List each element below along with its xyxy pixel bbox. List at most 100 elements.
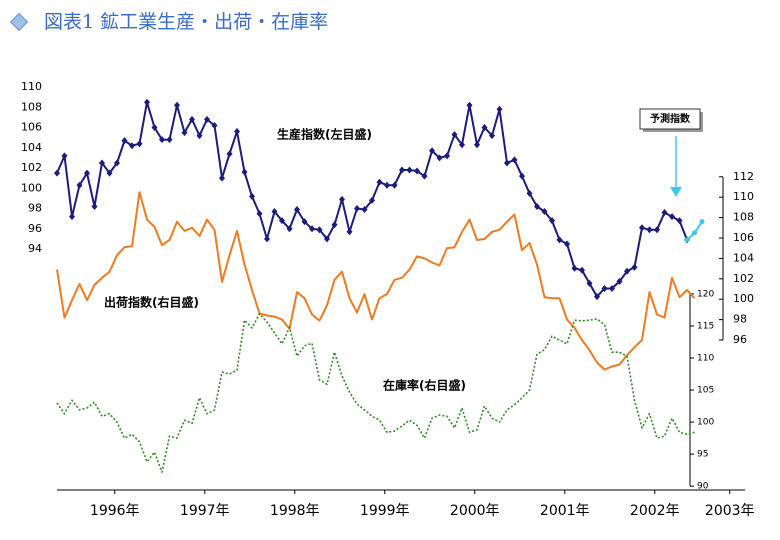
point-marker xyxy=(414,167,420,175)
title-icon xyxy=(9,12,29,32)
y-tick-label: 104 xyxy=(21,141,42,154)
point-marker xyxy=(579,266,585,274)
series-line xyxy=(56,313,695,473)
point-marker xyxy=(646,226,653,234)
point-marker xyxy=(631,263,638,271)
y2-tick-label: 106 xyxy=(733,231,754,244)
point-marker xyxy=(609,285,615,292)
point-marker xyxy=(369,196,375,204)
point-marker xyxy=(76,181,83,189)
point-marker xyxy=(144,98,150,106)
point-marker xyxy=(84,169,90,177)
point-marker xyxy=(466,101,473,109)
y2-tick-label: 100 xyxy=(733,292,754,305)
point-marker xyxy=(444,152,450,160)
y3-tick-label: 115 xyxy=(697,321,714,331)
series-line xyxy=(56,191,696,371)
point-marker xyxy=(586,279,593,287)
point-marker xyxy=(324,235,330,243)
point-marker xyxy=(601,285,608,292)
point-marker xyxy=(436,154,443,162)
point-marker xyxy=(699,219,705,225)
y2-tick-label: 108 xyxy=(733,211,754,224)
point-marker xyxy=(309,225,315,233)
y-tick-label: 102 xyxy=(21,161,42,174)
point-marker xyxy=(136,140,143,148)
x-tick-label: 2002年 xyxy=(630,503,680,519)
point-marker xyxy=(151,124,158,132)
point-marker xyxy=(549,217,555,225)
point-marker xyxy=(564,240,570,248)
point-marker xyxy=(616,277,623,285)
point-marker xyxy=(406,166,413,174)
point-marker xyxy=(211,121,218,129)
forecast-arrowhead xyxy=(670,187,682,197)
y2-tick-label: 98 xyxy=(733,313,747,326)
point-marker xyxy=(234,128,240,136)
point-marker xyxy=(429,147,435,155)
y-tick-label: 98 xyxy=(28,202,42,215)
point-marker xyxy=(271,208,278,216)
point-marker xyxy=(339,195,345,203)
y-tick-label: 106 xyxy=(21,121,42,134)
point-marker xyxy=(121,137,128,145)
point-marker xyxy=(249,192,255,200)
point-marker xyxy=(421,172,428,180)
point-marker xyxy=(189,115,195,123)
point-marker xyxy=(571,264,578,272)
chart-title: 図表1 鉱工業生産・出荷・在庫率 xyxy=(44,11,328,33)
series-label: 在庫率(右目盛) xyxy=(383,378,466,393)
point-marker xyxy=(256,210,263,218)
point-marker xyxy=(661,209,668,217)
point-marker xyxy=(399,166,405,174)
y3-tick-label: 120 xyxy=(697,289,714,299)
y2-tick-label: 110 xyxy=(733,190,754,203)
point-marker xyxy=(301,218,308,226)
point-marker xyxy=(69,213,75,221)
point-marker xyxy=(354,205,360,213)
point-marker xyxy=(474,141,480,149)
point-marker xyxy=(129,142,135,150)
point-marker xyxy=(624,267,630,275)
point-marker xyxy=(331,221,338,229)
point-marker xyxy=(459,141,465,149)
x-tick-label: 1999年 xyxy=(360,503,410,519)
point-marker xyxy=(639,224,645,232)
point-marker xyxy=(669,213,675,221)
point-marker xyxy=(654,226,660,234)
y-tick-label: 96 xyxy=(28,222,42,235)
y2-tick-label: 112 xyxy=(733,170,754,183)
x-tick-label: 1997年 xyxy=(180,503,230,519)
point-marker xyxy=(376,178,383,186)
point-marker xyxy=(541,208,548,216)
x-tick-label: 2003年 xyxy=(705,503,755,519)
point-marker xyxy=(511,156,518,164)
point-marker xyxy=(676,217,683,225)
y-tick-label: 94 xyxy=(28,242,42,255)
point-marker xyxy=(316,226,323,234)
point-marker xyxy=(684,237,690,243)
series-label: 生産指数(左目盛) xyxy=(277,127,372,142)
x-tick-label: 1996年 xyxy=(90,503,140,519)
point-marker xyxy=(534,202,540,210)
series-label: 出荷指数(右目盛) xyxy=(104,295,199,310)
point-marker xyxy=(391,181,398,189)
point-marker xyxy=(106,169,113,177)
y-tick-label: 100 xyxy=(21,181,42,194)
point-marker xyxy=(174,101,180,109)
point-marker xyxy=(159,136,165,144)
y2-tick-label: 104 xyxy=(733,251,754,264)
x-tick-label: 2000年 xyxy=(450,503,500,519)
point-marker xyxy=(241,168,248,176)
point-marker xyxy=(286,225,293,233)
point-marker xyxy=(166,136,173,144)
y3-tick-label: 95 xyxy=(697,450,708,460)
point-marker xyxy=(346,228,353,236)
point-marker xyxy=(496,105,503,113)
point-marker xyxy=(54,169,60,177)
y2-tick-label: 96 xyxy=(733,333,747,346)
point-marker xyxy=(226,150,233,158)
point-marker xyxy=(519,172,525,180)
